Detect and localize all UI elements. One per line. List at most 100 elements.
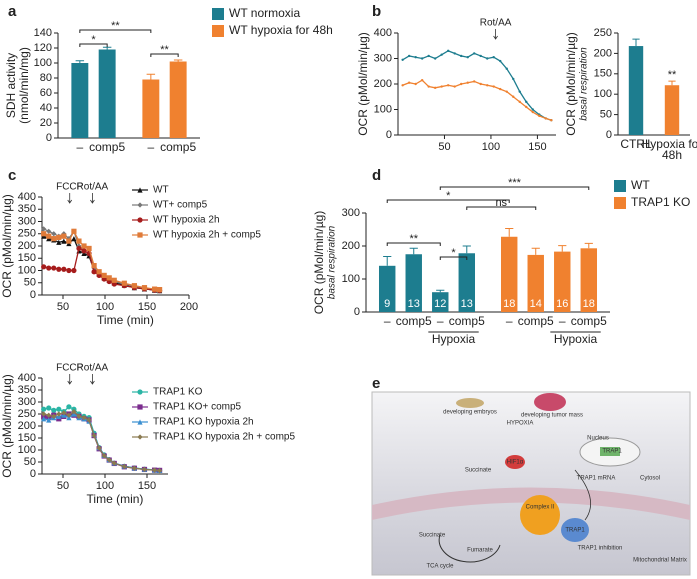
x-tick-label: 150	[528, 141, 546, 153]
marker	[41, 406, 47, 412]
marker	[91, 263, 97, 269]
x-axis-label: Time (min)	[97, 313, 154, 327]
significance: ***	[508, 177, 522, 189]
x-tick-label-box: –	[437, 316, 444, 327]
x-tick-label-box: Hypoxia for 48h	[642, 139, 697, 161]
x-tick-label: 50	[438, 141, 450, 153]
x-tick-label-box: –	[76, 142, 83, 153]
x-tick-label-box: comp5	[396, 316, 432, 327]
marker	[473, 52, 476, 55]
bar	[432, 292, 449, 312]
y-tick-label: 50	[24, 277, 36, 289]
y-tick-label: 50	[600, 109, 612, 121]
annotation-arrow	[67, 193, 73, 204]
y-tick-label: 200	[374, 78, 392, 90]
y-tick-label: 150	[18, 252, 36, 264]
y-tick-label: 100	[594, 88, 612, 100]
significance-bracket	[386, 242, 441, 246]
bar	[664, 85, 680, 135]
y-tick-label: 50	[24, 456, 36, 468]
y-tick-label: 100	[18, 264, 36, 276]
annotation-arrow	[493, 29, 498, 40]
error-bar	[668, 80, 676, 86]
y-tick-label: 150	[594, 68, 612, 80]
y-axis-note: basal respiration	[327, 225, 338, 299]
annotation: Rot/AA	[480, 18, 512, 29]
marker	[453, 85, 456, 88]
complex-ii	[520, 495, 560, 535]
diagram-label: Nucleus	[587, 436, 609, 442]
marker	[518, 90, 521, 93]
significance: ns	[495, 197, 507, 209]
error-bar	[584, 242, 593, 249]
y-tick-label: 0	[354, 306, 360, 318]
x-tick-label: –	[147, 142, 155, 154]
marker	[71, 236, 77, 242]
marker	[137, 202, 143, 208]
marker	[106, 457, 112, 463]
marker	[433, 86, 437, 90]
y-tick-label: 350	[18, 203, 36, 215]
marker	[66, 404, 72, 410]
y-tick-label: 200	[18, 240, 36, 252]
marker	[41, 231, 47, 237]
marker	[61, 410, 67, 416]
diagram-label: TRAP1	[602, 449, 622, 455]
marker	[157, 287, 163, 293]
x-tick-label-box: comp5	[89, 142, 125, 153]
marker	[453, 52, 456, 55]
x-tick-label: comp5	[160, 142, 197, 154]
marker	[492, 56, 495, 59]
x-tick-label: CTRL	[620, 139, 652, 151]
marker	[56, 234, 62, 241]
marker	[51, 236, 57, 242]
annotation-arrow	[90, 374, 95, 385]
bar	[142, 79, 160, 138]
marker	[137, 434, 143, 440]
error-bar	[75, 60, 85, 63]
legend-label: TRAP1 KO hypoxia 2h	[153, 417, 254, 428]
marker	[46, 412, 52, 418]
significance-bracket	[466, 206, 537, 210]
embryo	[456, 398, 484, 408]
x-tick-label: 150	[138, 301, 156, 313]
x-tick-label-box: comp5	[160, 142, 197, 154]
count-label: 12	[434, 298, 446, 310]
marker	[96, 269, 102, 275]
legend-label: TRAP1 KO hypoxia 2h + comp5	[153, 432, 295, 443]
marker	[525, 100, 528, 104]
diagram	[371, 391, 691, 576]
x-tick-label: –	[383, 316, 391, 328]
marker	[505, 67, 508, 70]
legend-swatch	[212, 8, 224, 20]
marker	[531, 108, 534, 111]
y-axis-label: OCR (pMol/min/µg)	[0, 194, 14, 298]
error-bar	[462, 245, 471, 254]
marker	[76, 413, 82, 419]
marker	[51, 413, 57, 419]
x-tick-label: 200	[180, 301, 198, 313]
y-tick-label: 300	[18, 396, 36, 408]
bar	[500, 236, 518, 312]
y-tick-label: 100	[374, 103, 392, 115]
marker	[46, 228, 52, 234]
marker	[420, 57, 424, 60]
marker	[137, 217, 143, 223]
significance: **	[668, 69, 677, 81]
tumor	[534, 393, 566, 411]
x-axis-label: Time (min)	[87, 492, 144, 506]
annotation-arrow	[67, 374, 73, 385]
marker	[512, 95, 515, 98]
marker	[466, 56, 469, 59]
marker	[121, 280, 127, 286]
marker	[46, 265, 52, 271]
bar	[169, 61, 187, 138]
marker	[71, 409, 77, 415]
x-tick-label-box: –	[147, 142, 155, 154]
bar	[458, 253, 476, 312]
marker	[66, 412, 72, 418]
count-label: 18	[503, 298, 515, 310]
diagram-label: TRAP1 inhibition	[578, 546, 623, 552]
bar	[628, 46, 644, 135]
error-bar	[436, 289, 445, 293]
